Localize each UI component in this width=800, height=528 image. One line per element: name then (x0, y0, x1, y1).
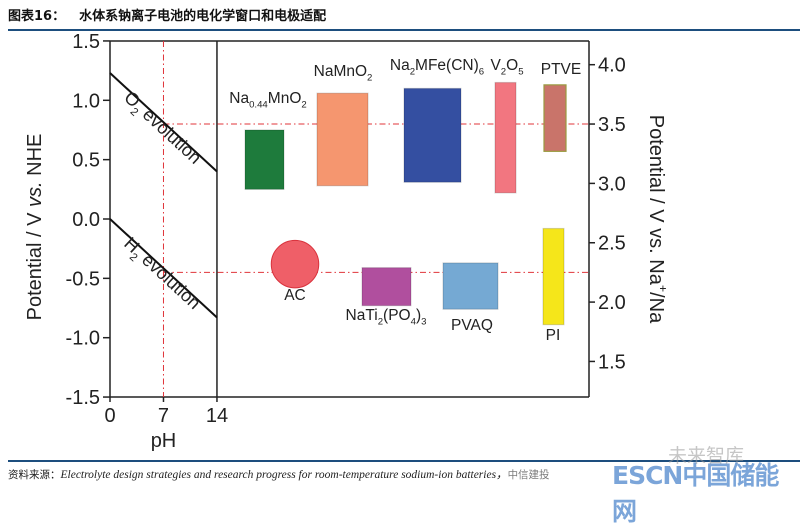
label-segment: Na (390, 57, 410, 74)
label-segment: evolution (135, 101, 205, 168)
electrochemical-window-chart: 1.5 1.0 0.5 0.0 -0.5 -1.0 -1.5 4.0 3.5 3.0 2.5 2.0 1… (24, 31, 670, 452)
source-note: 资料来源：Electrolyte design strategies and r… (8, 466, 550, 482)
electrode-nati2po43-label: NaTi2(PO4)3 (346, 307, 427, 328)
label-segment: PI (546, 327, 561, 344)
electrode-na044mno2-label: Na0.44MnO2 (229, 90, 306, 111)
label-segment: 2 (378, 317, 383, 328)
label-segment: 2 (367, 73, 372, 84)
electrode-na2mfecn6-bar (403, 87, 462, 183)
source-text: Electrolyte design strategies and resear… (60, 469, 508, 481)
electrode-namno2-label: NaMnO2 (314, 63, 373, 84)
label-segment: 2 (301, 100, 306, 111)
electrode-pvaq-bar (442, 262, 499, 310)
label-segment: NHE (24, 134, 46, 182)
right-tick-label: 3.0 (598, 173, 626, 195)
figure-number: 图表16： (8, 9, 66, 24)
electrode-namno2-bar (316, 92, 369, 187)
x-tick-label: 7 (158, 405, 169, 427)
left-tick-label: -1.5 (66, 387, 100, 409)
electrode-pi-bar (542, 227, 565, 326)
o2-evolution-line (109, 72, 218, 173)
h2-evolution-label: H2 evolution (117, 233, 204, 316)
label-segment: (PO (383, 307, 411, 324)
label-segment: /Na (645, 292, 667, 324)
o2-evolution-label: O2 evolution (117, 87, 205, 171)
h2-evolution-line (109, 218, 218, 319)
right-axis-title: Potential / V vs. Na+/Na (645, 115, 670, 324)
label-segment: evolution (134, 246, 204, 313)
right-tick-label: 4.0 (598, 55, 626, 77)
electrode-ptve-label: PTVE (541, 61, 581, 78)
label-segment: ) (416, 307, 421, 324)
label-segment: O (120, 87, 144, 111)
header-rule (8, 29, 800, 31)
left-tick-label: 0.5 (72, 150, 100, 172)
label-segment: Na (229, 90, 249, 107)
label-segment: 3 (421, 317, 426, 328)
label-segment: 6 (479, 67, 484, 78)
wechat-watermark: 未来智库 (668, 445, 745, 467)
electrode-ac-marker (270, 239, 320, 289)
electrode-v2o5-bar (494, 81, 517, 194)
label-segment: PTVE (541, 61, 581, 78)
label-segment: MnO (268, 90, 302, 107)
label-segment: Potential / V vs. Na (645, 115, 667, 286)
label-segment: 0.44 (249, 100, 268, 111)
left-axis-title: Potential / V vs. NHE (24, 134, 46, 321)
electrode-na2mfecn6-label: Na2MFe(CN)6 (390, 57, 484, 78)
left-tick-label: 1.0 (72, 90, 100, 112)
electrode-v2o5-label: V2O5 (490, 57, 523, 78)
right-tick-label: 2.0 (598, 292, 626, 314)
label-segment: MFe(CN) (415, 57, 479, 74)
label-segment: AC (284, 287, 306, 304)
label-segment: vs. (24, 181, 46, 207)
left-tick-label: -1.0 (66, 328, 100, 350)
footer-rule (8, 460, 800, 462)
x-tick-label: 0 (104, 405, 115, 427)
figure-caption: 水体系钠离子电池的电化学窗口和电极适配 (79, 9, 327, 24)
left-tick-label: 1.5 (72, 31, 100, 53)
label-segment: NaMnO (314, 63, 367, 80)
right-tick-label: 2.5 (598, 233, 626, 255)
electrode-pvaq-label: PVAQ (451, 317, 493, 334)
electrode-ac-label: AC (284, 287, 306, 304)
x-tick-label: 14 (206, 405, 228, 427)
label-segment: O (506, 57, 518, 74)
electrode-pi-label: PI (546, 327, 561, 344)
electrode-ptve-bar (543, 84, 567, 152)
label-segment: + (656, 285, 670, 292)
left-tick-label: -0.5 (66, 268, 100, 290)
label-segment: 5 (518, 67, 523, 78)
source-org: 中信建投 (507, 469, 550, 481)
label-segment: PVAQ (451, 317, 493, 334)
label-segment: V (490, 57, 501, 74)
figure-title: 图表16： 水体系钠离子电池的电化学窗口和电极适配 (8, 5, 326, 24)
right-tick-label: 3.5 (598, 114, 626, 136)
label-segment: 2 (501, 67, 506, 78)
left-tick-label: 0.0 (72, 209, 100, 231)
x-axis-title: pH (151, 430, 177, 452)
label-segment: Potential / V (24, 207, 46, 320)
right-tick-label: 1.5 (598, 351, 626, 373)
source-label: 资料来源： (8, 469, 61, 481)
label-segment: NaTi (346, 307, 378, 324)
electrode-nati2po43-bar (361, 267, 412, 307)
electrode-na044mno2-bar (244, 129, 285, 190)
label-segment: 4 (411, 317, 417, 328)
label-segment: 2 (410, 67, 415, 78)
